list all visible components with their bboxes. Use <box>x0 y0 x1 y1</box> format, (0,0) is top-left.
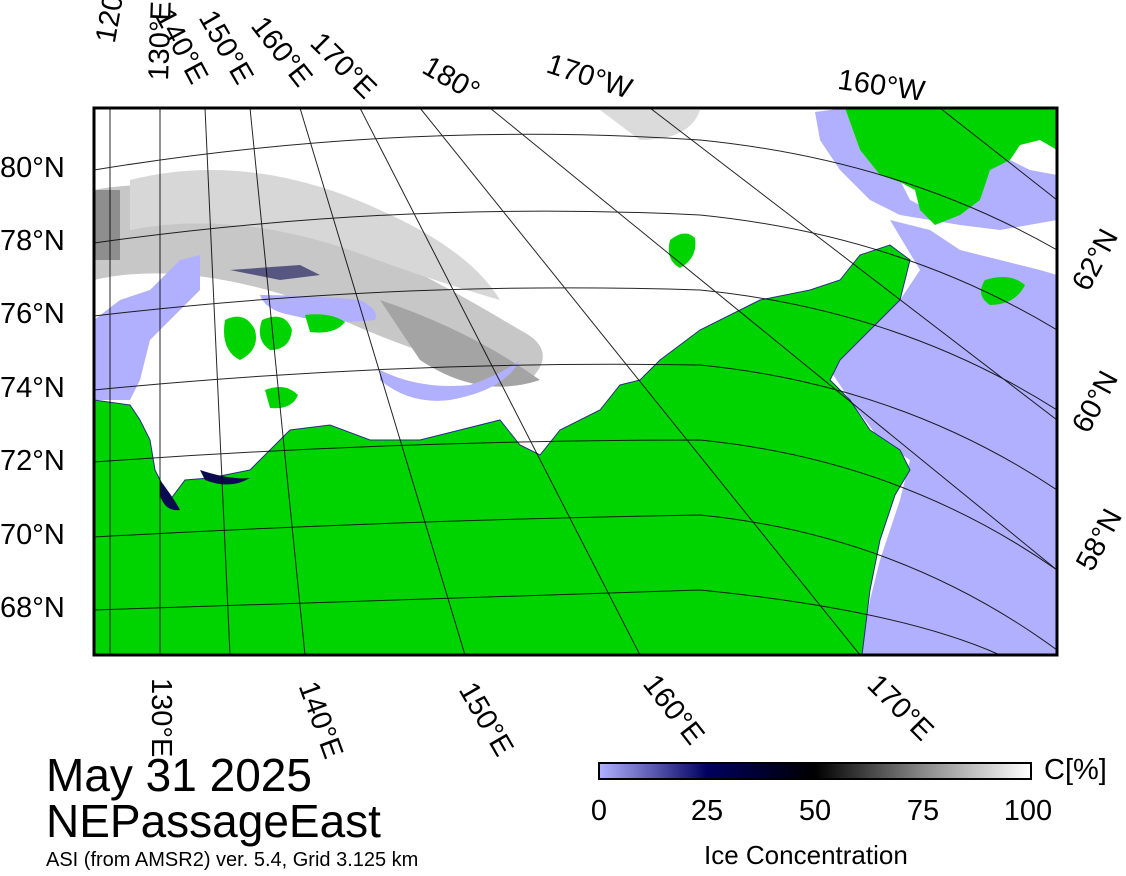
ice-texture <box>94 110 700 387</box>
colorbar-label: Ice Concentration <box>704 840 908 870</box>
colorbar-tick: 50 <box>798 795 832 827</box>
land-alaska <box>845 108 1057 225</box>
land-st-lawrence <box>981 276 1025 305</box>
open-water-laptev <box>94 255 200 400</box>
colorbar <box>598 762 1032 780</box>
map-date: May 31 2025 <box>46 749 312 801</box>
open-water-strip-2 <box>380 360 520 401</box>
land-island-4 <box>265 386 298 409</box>
colorbar-tick: 75 <box>906 795 940 827</box>
colorbar-tick: 25 <box>690 795 724 827</box>
region-name: NEPassageEast <box>46 795 381 847</box>
lat-label-left: 72°N <box>0 445 65 477</box>
land-island-2 <box>259 316 292 350</box>
lon-label-bottom: 130°E <box>145 678 177 758</box>
colorbar-unit: C[%] <box>1044 754 1107 786</box>
lat-label-left: 68°N <box>0 592 65 624</box>
open-water-north <box>815 108 1057 230</box>
lat-label-left: 78°N <box>0 225 65 257</box>
colorbar-tick: 0 <box>590 795 608 827</box>
lat-label-left: 74°N <box>0 372 65 404</box>
lat-label-left: 76°N <box>0 298 65 330</box>
map-frame <box>92 106 1059 657</box>
land-island-3 <box>305 314 345 333</box>
graticule <box>94 108 1057 655</box>
lat-label-left: 80°N <box>0 152 65 184</box>
colorbar-tick: 100 <box>1003 795 1053 827</box>
data-source: ASI (from AMSR2) ver. 5.4, Grid 3.125 km <box>46 849 419 871</box>
open-water-strip <box>260 295 376 322</box>
ice-edge-marks <box>160 265 320 511</box>
land-novosibirsk <box>224 316 256 360</box>
lat-label-left: 70°N <box>0 519 65 551</box>
